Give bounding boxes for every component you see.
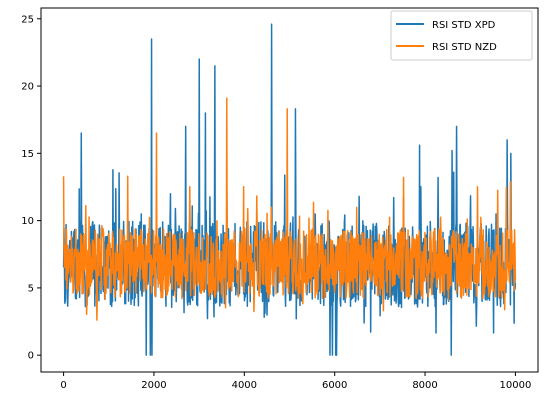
y-tick-label: 20 <box>21 82 34 93</box>
legend-label-xpd: RSI STD XPD <box>432 20 496 31</box>
legend: RSI STD XPD RSI STD NZD <box>390 10 533 61</box>
axes-frame <box>40 7 539 373</box>
x-tick-label: 2000 <box>141 380 166 391</box>
y-tick-label: 0 <box>28 351 34 362</box>
legend-label-nzd: RSI STD NZD <box>432 42 497 53</box>
x-tick-label: 10000 <box>500 380 532 391</box>
y-tick-label: 5 <box>28 283 34 294</box>
y-tick-label: 15 <box>21 149 34 160</box>
series-line-nzd <box>62 97 517 321</box>
x-tick-label: 8000 <box>412 380 437 391</box>
legend-box <box>390 10 533 61</box>
y-tick-label: 25 <box>21 14 34 25</box>
ticks-layer: 0 2000 4000 6000 8000 10000 0 5 10 15 20 25 <box>21 14 531 391</box>
y-tick-label: 10 <box>21 216 34 227</box>
x-tick-label: 6000 <box>322 380 347 391</box>
x-tick-label: 0 <box>60 380 66 391</box>
series-layer <box>62 23 517 356</box>
x-tick-label: 4000 <box>232 380 257 391</box>
